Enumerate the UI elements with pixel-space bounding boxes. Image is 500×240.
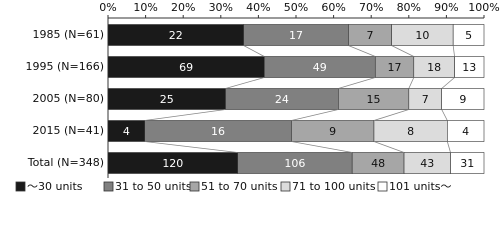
bar-segment [447,120,485,142]
x-tick-label: 20% [171,1,195,14]
value-label: 7 [366,29,373,42]
value-label: 106 [284,157,305,170]
x-tick-label: 0% [99,1,116,14]
value-label: 13 [462,61,476,74]
value-label: 120 [162,157,183,170]
x-tick-label: 30% [209,1,233,14]
value-label: 9 [329,125,336,138]
y-tick-label: 1985 (N=61) [32,28,104,41]
value-label: 22 [169,29,183,42]
connector-line [446,141,451,153]
value-label: 16 [211,125,225,138]
connector-line [144,141,238,153]
value-label: 10 [415,29,429,42]
value-label: 4 [123,125,130,138]
legend-label: ～30 units [27,180,83,193]
x-tick-label: 80% [397,1,421,14]
legend-label: 71 to 100 units [292,180,376,193]
connector-line [408,77,415,89]
value-label: 17 [388,61,402,74]
x-tick-label: 90% [434,1,458,14]
value-label: 15 [367,93,381,106]
connector-line [144,109,226,121]
legend-swatch [103,181,114,192]
connector-line [243,45,265,57]
connector-line [441,77,455,89]
x-tick-label: 10% [133,1,157,14]
y-tick-label: 2015 (N=41) [32,124,104,137]
connector-line [373,109,409,121]
bar-segment [441,88,485,110]
legend-label: 51 to 70 units [201,180,278,193]
value-label: 5 [465,29,472,42]
legend-swatch [189,181,200,192]
bar-segment [452,24,485,46]
chart: 0% 10% 20% 30% 40% 50% 60% 70% 80% 90% 100% 1985 (N… [15,1,500,193]
connector-line [291,109,339,121]
x-tick-label: 100% [468,1,499,14]
value-label: 18 [427,61,441,74]
value-label: 25 [160,93,174,106]
x-tick-label: 60% [321,1,345,14]
value-label: 17 [289,29,303,42]
value-label: 24 [275,93,289,106]
x-tick-label: 50% [284,1,308,14]
value-label: 9 [459,93,466,106]
legend-swatch [377,181,388,192]
legend-label: 101 units～ [389,180,452,193]
connector-line [225,77,265,89]
connector-line [338,77,376,89]
legend-swatch [15,181,26,192]
y-tick-label: 1995 (N=166) [25,60,104,73]
connector-line [291,141,353,153]
bar-segment [454,56,485,78]
value-label: 8 [407,125,414,138]
x-tick-label: 70% [359,1,383,14]
x-tick-label: 40% [246,1,270,14]
legend-swatch [280,181,291,192]
y-tick-label: Total (N=348) [27,156,104,169]
connector-line [452,45,455,57]
connector-line [391,45,414,57]
legend-label: 31 to 50 units [115,180,192,193]
connector-line [348,45,376,57]
connector-line [373,141,405,153]
value-label: 49 [313,61,327,74]
bar-segment [450,152,485,174]
y-tick-label: 2005 (N=80) [32,92,104,105]
value-label: 7 [422,93,429,106]
value-label: 31 [460,157,474,170]
connector-line [441,109,448,121]
value-label: 69 [179,61,193,74]
value-label: 48 [371,157,385,170]
value-label: 43 [420,157,434,170]
value-label: 4 [462,125,469,138]
